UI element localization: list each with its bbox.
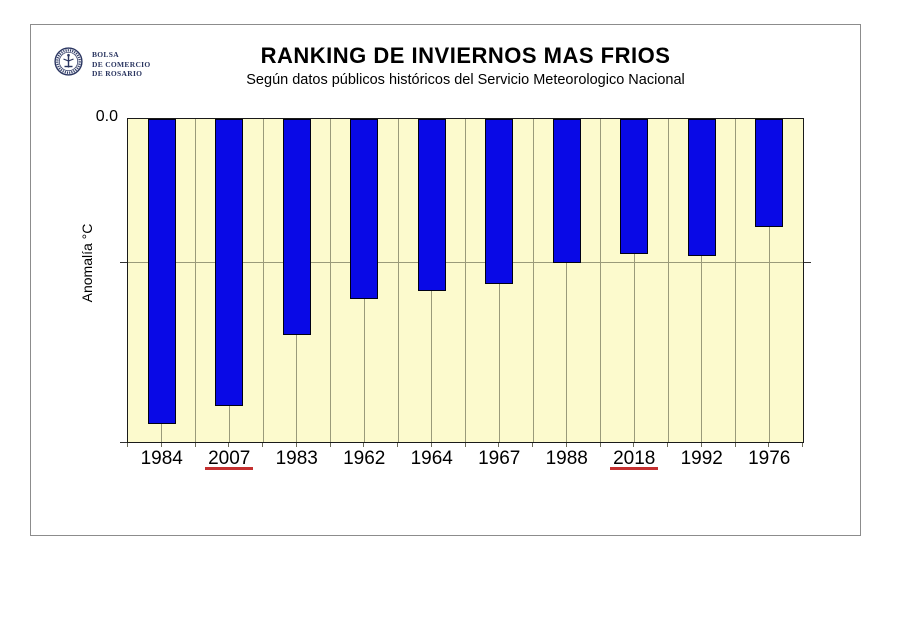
x-axis-label-1988: 1988	[545, 448, 588, 469]
x-axis-label-1967: 1967	[478, 448, 521, 469]
grid-hline	[128, 261, 803, 263]
bar-1984	[147, 119, 176, 424]
grid-vline	[768, 119, 770, 442]
grid-vline	[633, 119, 635, 442]
logo-line-2: DE COMERCIO	[92, 59, 151, 69]
bar-1976	[755, 119, 784, 227]
red-underline-2018	[610, 467, 659, 470]
x-axis-tick	[295, 443, 297, 447]
x-axis-label-1962: 1962	[343, 448, 386, 469]
x-axis-label-2018: 2018	[613, 448, 656, 469]
x-axis-tick	[160, 443, 162, 447]
x-axis-label-1976: 1976	[748, 448, 791, 469]
bar-1964	[417, 119, 446, 291]
x-axis-label-1983: 1983	[275, 448, 318, 469]
chart-title: RANKING DE INVIERNOS MAS FRIOS	[260, 43, 671, 68]
x-axis-tick	[127, 443, 128, 447]
grid-vline	[600, 119, 601, 442]
bolsa-comercio-rosario-seal-icon	[54, 47, 83, 76]
grid-vline	[195, 119, 196, 442]
x-axis-label-1992: 1992	[680, 448, 723, 469]
y-axis-tick	[120, 261, 127, 263]
chart-subtitle: Según datos públicos históricos del Serv…	[246, 72, 685, 88]
x-axis-label-2007: 2007	[208, 448, 251, 469]
x-axis-tick	[565, 443, 567, 447]
x-axis-label-1964: 1964	[410, 448, 453, 469]
grid-vline	[397, 119, 399, 442]
bar-2007	[215, 119, 244, 406]
logo-text: BOLSA DE COMERCIO DE ROSARIO	[92, 50, 151, 79]
x-axis-tick	[397, 443, 398, 447]
y-axis-title: Anomalía °C	[79, 223, 95, 303]
plot-area	[127, 118, 804, 443]
bar-1962	[350, 119, 379, 299]
x-axis-tick	[262, 443, 263, 447]
grid-vline	[262, 119, 264, 442]
grid-vline	[465, 119, 466, 442]
x-axis-tick	[768, 443, 770, 447]
x-axis-tick	[194, 443, 196, 447]
logo-line-3: DE ROSARIO	[92, 69, 143, 78]
grid-vline	[735, 119, 736, 442]
x-axis-tick	[532, 443, 533, 447]
x-axis-tick	[700, 443, 702, 447]
grid-vline	[330, 119, 331, 442]
grid-vline	[667, 119, 669, 442]
grid-vline	[566, 119, 568, 442]
bar-2018	[620, 119, 649, 254]
y-axis-tick	[120, 442, 127, 443]
y-axis-zero-tick-label: 0.0	[95, 108, 118, 125]
x-axis-tick	[802, 443, 803, 447]
logo-line-1: BOLSA	[92, 50, 119, 59]
x-axis-tick	[667, 443, 668, 447]
x-axis-tick	[329, 443, 331, 447]
x-axis-tick	[464, 443, 466, 447]
bar-1988	[552, 119, 581, 263]
x-axis-tick	[498, 443, 500, 447]
x-axis-tick	[633, 443, 635, 447]
grid-vline	[701, 119, 703, 442]
x-axis-tick	[228, 443, 230, 447]
bar-1983	[282, 119, 311, 335]
grid-vline	[532, 119, 534, 442]
x-axis-tick	[430, 443, 432, 447]
x-axis-tick	[734, 443, 736, 447]
x-axis-tick	[599, 443, 601, 447]
bar-1992	[687, 119, 716, 256]
x-axis-tick	[363, 443, 365, 447]
x-axis-label-1984: 1984	[140, 448, 183, 469]
bar-1967	[485, 119, 514, 284]
red-underline-2007	[205, 467, 254, 470]
y-axis-tick-right	[804, 261, 811, 263]
